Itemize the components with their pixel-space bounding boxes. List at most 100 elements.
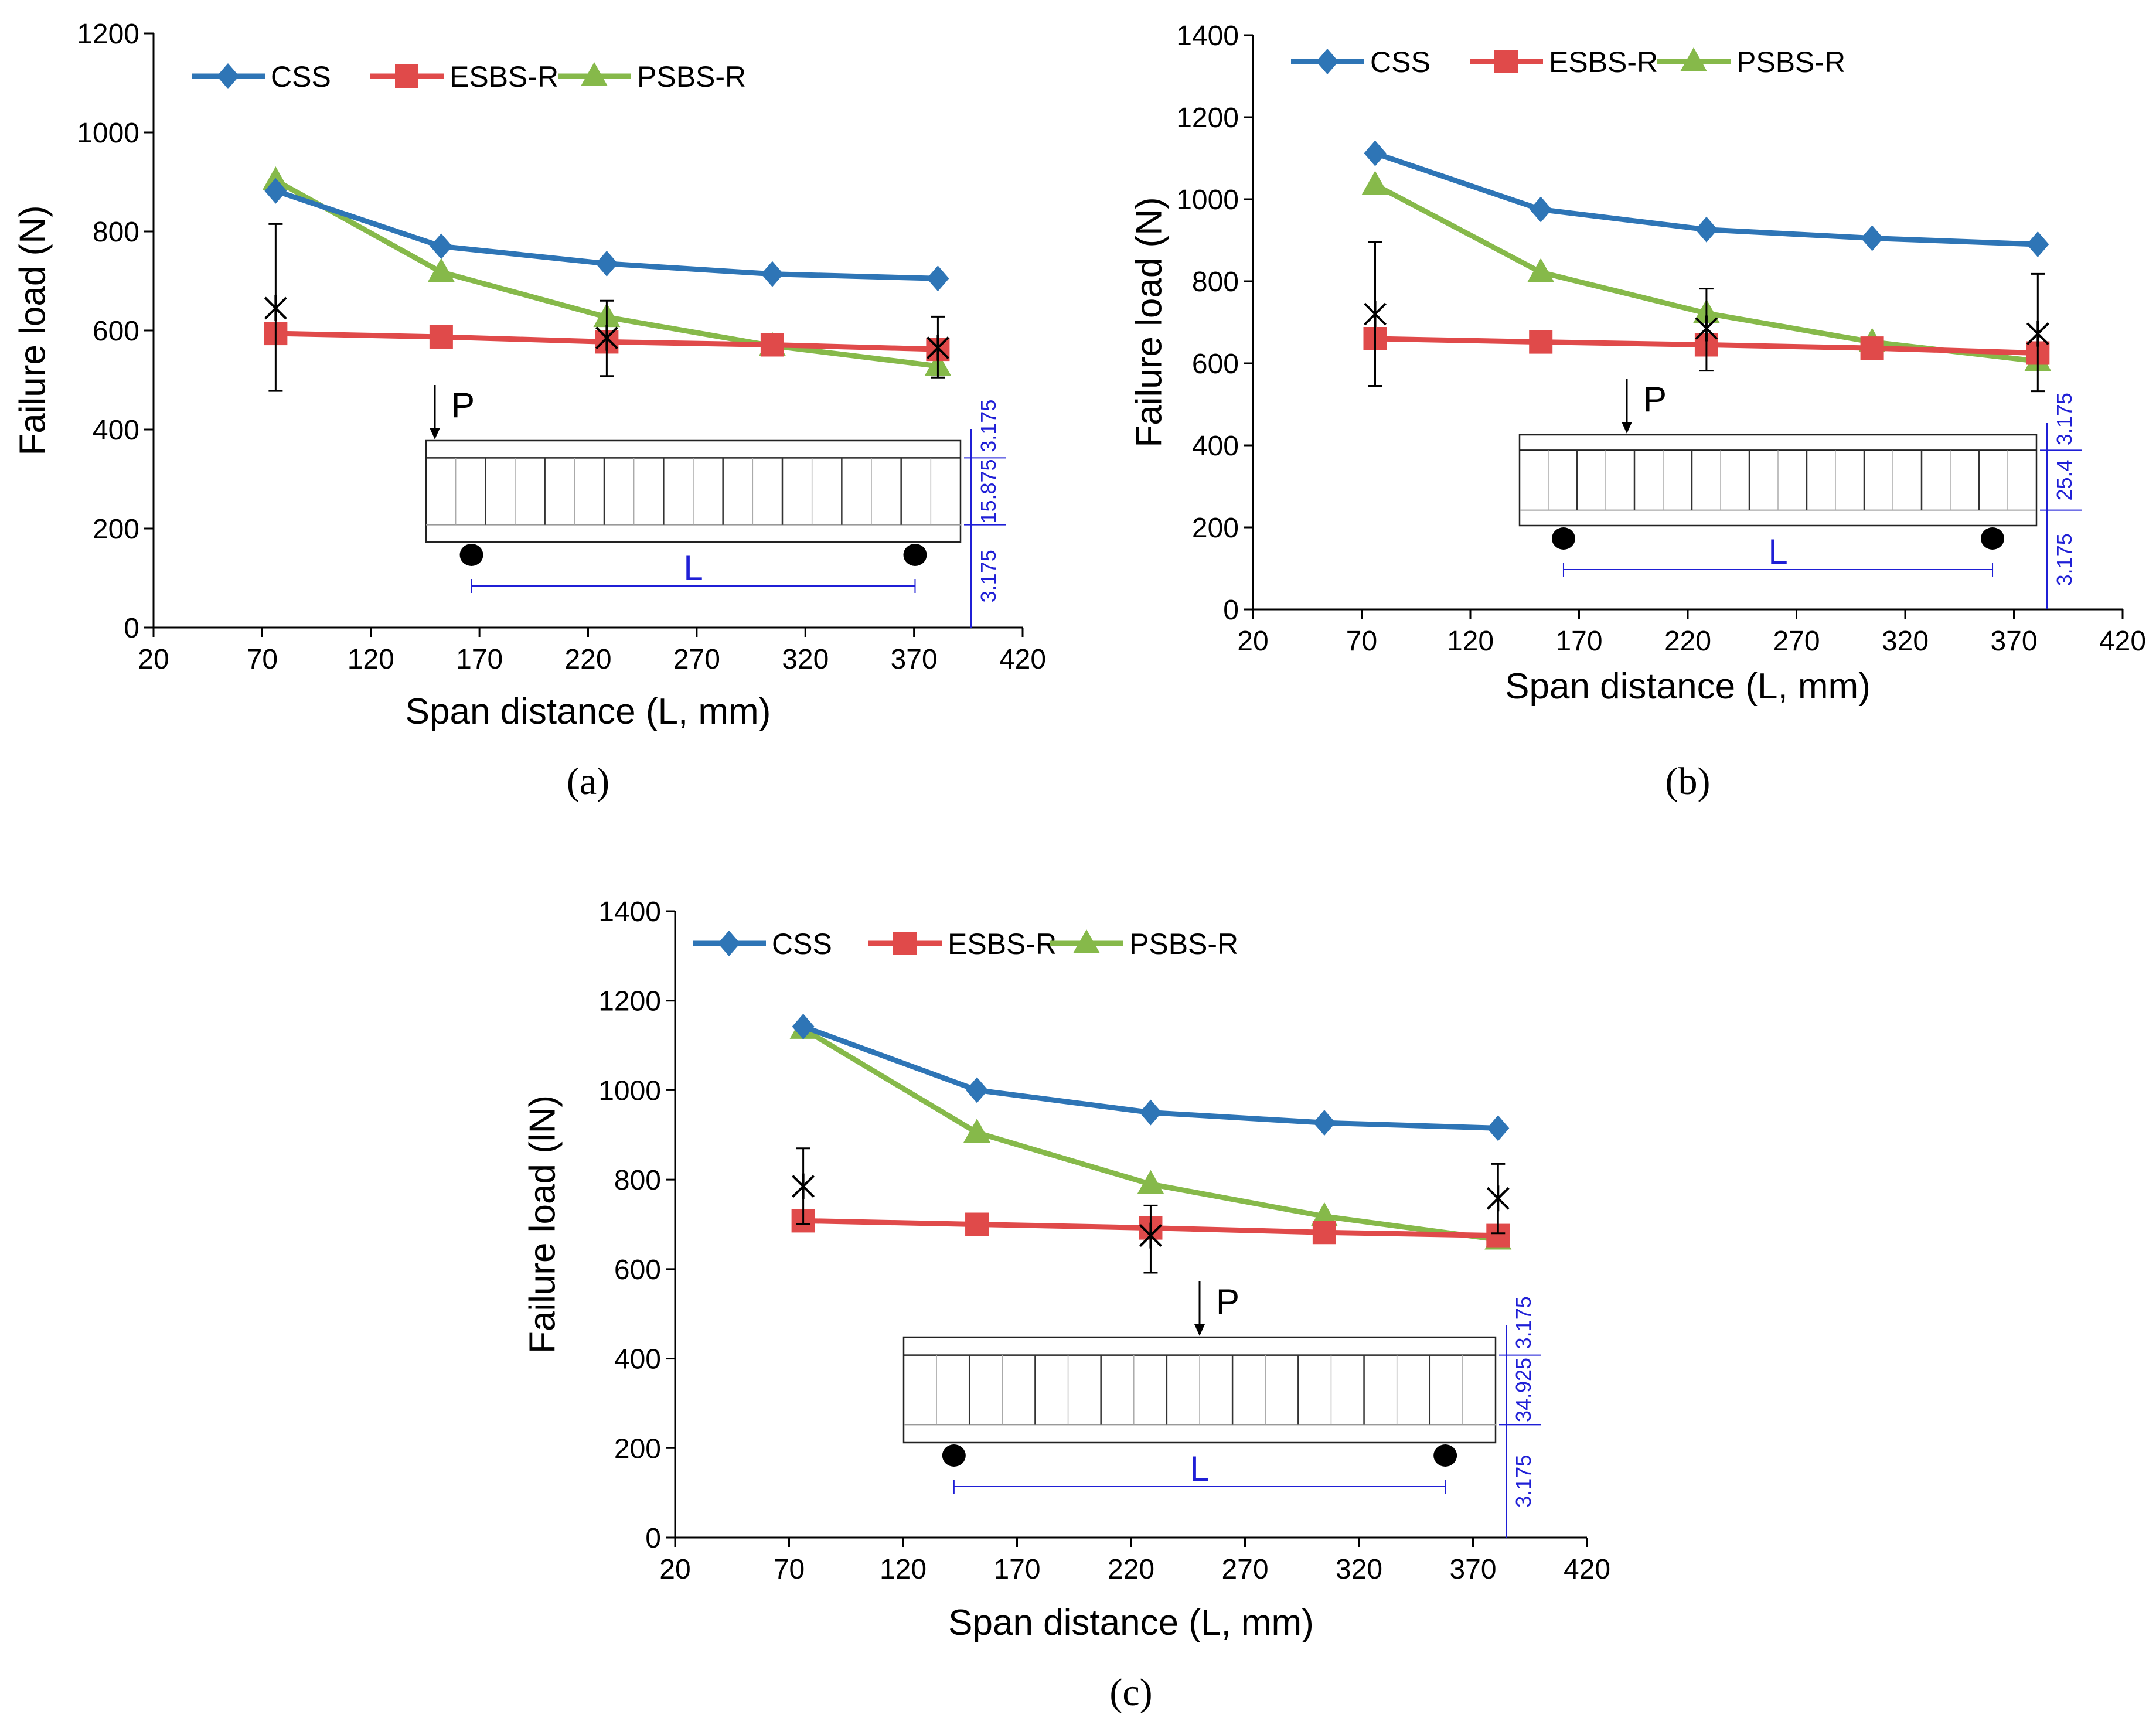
thickness-dimension-label: 15.875 [976, 459, 1000, 523]
series-marker [1527, 258, 1555, 282]
y-tick-label: 1200 [598, 986, 661, 1017]
series-marker [1529, 330, 1553, 354]
span-label: L [683, 548, 703, 588]
thickness-dimension-label: 34.925 [1511, 1358, 1535, 1422]
series-css [264, 178, 949, 292]
x-tick-label: 420 [999, 644, 1046, 675]
y-tick-label: 1200 [1176, 103, 1239, 134]
x-axis-title: Span distance (L, mm) [948, 1603, 1314, 1643]
x-axis-title: Span distance (L, mm) [1505, 666, 1871, 707]
series-marker [1310, 1202, 1338, 1226]
y-tick-label: 0 [124, 613, 139, 644]
y-axis-title: Failure load (N) [12, 205, 53, 455]
panel-label: (b) [1665, 760, 1711, 803]
error-bar [595, 299, 618, 377]
series-marker [429, 325, 453, 349]
series-marker [893, 932, 917, 955]
thickness-dimension-label: 3.175 [976, 400, 1000, 452]
x-tick-label: 370 [891, 644, 938, 675]
series-marker [217, 63, 239, 89]
series-marker [760, 333, 784, 357]
x-tick-label: 20 [138, 644, 169, 675]
x-tick-label: 420 [1564, 1554, 1610, 1585]
series-marker [965, 1212, 989, 1236]
series-marker [395, 64, 418, 88]
thickness-dimension-label: 3.175 [1511, 1296, 1535, 1349]
legend: CSS ESBS-R PSBS-R [693, 928, 1238, 960]
legend-label: PSBS-R [1736, 46, 1845, 79]
y-tick-label: 1200 [77, 19, 139, 50]
series-marker [1316, 49, 1338, 74]
y-tick-label: 0 [645, 1523, 661, 1554]
thickness-dimension-label: 3.175 [2052, 393, 2076, 445]
error-bar [1486, 1163, 1510, 1235]
x-tick-label: 170 [456, 644, 503, 675]
legend-label: ESBS-R [1549, 46, 1658, 79]
x-tick-label: 70 [1346, 626, 1377, 657]
load-arrow-head [1622, 422, 1632, 434]
support-right [1981, 527, 2005, 550]
x-tick-label: 220 [1664, 626, 1711, 657]
y-tick-label: 600 [93, 316, 139, 347]
error-bar [264, 223, 287, 392]
series-marker [1494, 50, 1518, 73]
series-psbs-r [789, 1014, 1512, 1250]
beam-schematic: P L 3.175 15.875 3.175 [425, 385, 1006, 628]
series-marker [1680, 47, 1707, 71]
y-tick-label: 600 [1192, 349, 1239, 380]
series-marker [264, 178, 287, 204]
x-tick-label: 320 [1336, 1554, 1382, 1585]
y-axis-title: Failure load (lN) [522, 1095, 563, 1354]
thickness-dimension-label: 25.4 [2052, 459, 2076, 500]
y-tick-label: 1000 [1176, 185, 1239, 216]
x-tick-label: 120 [880, 1554, 927, 1585]
series-marker [1073, 929, 1100, 953]
thickness-dimension-label: 3.175 [976, 550, 1000, 602]
y-tick-label: 200 [614, 1433, 661, 1464]
series-marker [1695, 216, 1718, 243]
series-marker [1860, 336, 1884, 360]
load-arrow-head [1194, 1324, 1205, 1336]
chart-panel-3: 0 200 400 600 800 1000 1200 1400 20 70 120 170 220 27… [522, 897, 1610, 1714]
y-tick-label: 800 [1192, 267, 1239, 298]
beam-schematic: P L 3.175 34.925 3.175 [902, 1281, 1541, 1538]
load-label: P [1643, 380, 1667, 419]
span-label: L [1768, 532, 1787, 571]
series-marker [761, 261, 784, 287]
legend-label: CSS [1370, 46, 1430, 79]
series-css [792, 1014, 1510, 1141]
x-tick-label: 170 [993, 1554, 1040, 1585]
series-marker [430, 233, 452, 260]
y-tick-label: 1000 [598, 1075, 661, 1106]
x-tick-label: 70 [774, 1554, 805, 1585]
series-marker [966, 1077, 989, 1103]
legend-label: CSS [271, 60, 331, 93]
series-marker [927, 265, 949, 292]
error-bar [2026, 272, 2049, 393]
load-label: P [451, 386, 475, 425]
x-axis-title: Span distance (L, mm) [406, 691, 771, 732]
x-tick-label: 270 [1221, 1554, 1268, 1585]
support-right [903, 544, 927, 566]
series-marker [792, 1014, 815, 1040]
series-css [1364, 140, 2049, 257]
span-label: L [1190, 1449, 1209, 1488]
legend-label: PSBS-R [1129, 928, 1238, 960]
error-bar [1139, 1204, 1162, 1274]
y-tick-label: 800 [93, 217, 139, 248]
x-tick-label: 20 [659, 1554, 690, 1585]
series-marker [1313, 1110, 1336, 1136]
y-tick-label: 400 [1192, 431, 1239, 462]
load-arrow-head [430, 428, 440, 439]
x-tick-label: 70 [247, 644, 278, 675]
y-tick-label: 600 [614, 1255, 661, 1286]
support-right [1433, 1444, 1457, 1467]
thickness-dimension-label: 3.175 [1511, 1455, 1535, 1508]
legend: CSS ESBS-R PSBS-R [1291, 46, 1845, 79]
series-marker [1364, 140, 1387, 166]
panel-label: (a) [567, 760, 609, 803]
series-marker [1487, 1115, 1510, 1141]
support-left [942, 1444, 966, 1467]
series-marker [1312, 1221, 1336, 1245]
